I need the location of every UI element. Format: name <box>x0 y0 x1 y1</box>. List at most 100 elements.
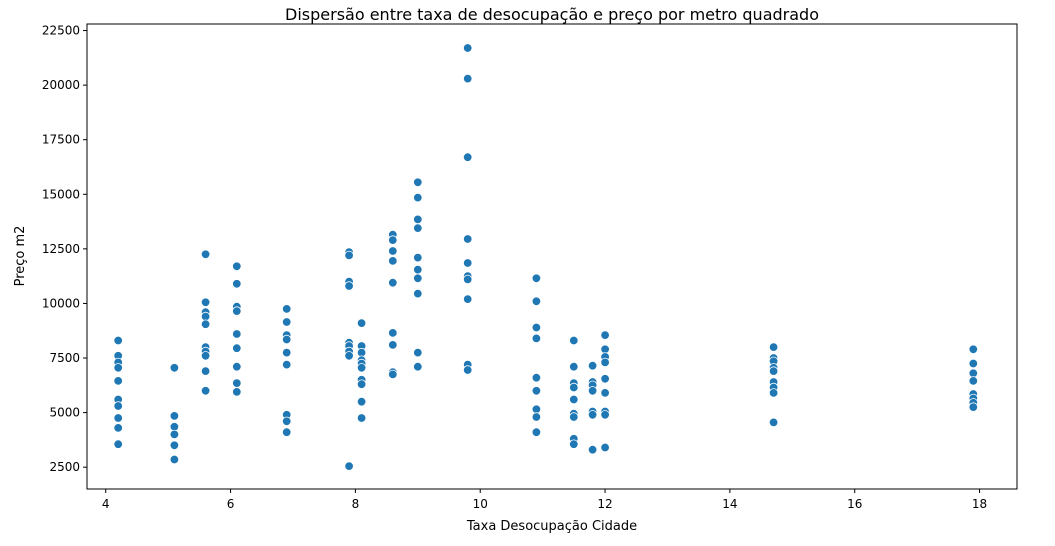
data-point-121 <box>600 374 610 384</box>
data-point-61 <box>356 397 367 407</box>
data-point-104 <box>569 382 579 393</box>
data-point-7 <box>113 413 123 423</box>
data-point-40 <box>282 359 292 370</box>
y-tick-label: 10000 <box>42 296 80 310</box>
data-point-95 <box>531 333 542 344</box>
data-point-15 <box>169 454 180 465</box>
points-layer <box>113 43 979 471</box>
data-point-30 <box>232 329 242 339</box>
data-point-110 <box>587 361 598 371</box>
data-point-51 <box>344 351 354 361</box>
data-point-74 <box>413 214 423 225</box>
data-point-99 <box>531 412 542 422</box>
data-point-94 <box>531 322 542 333</box>
data-point-43 <box>282 427 292 437</box>
data-point-27 <box>232 279 242 289</box>
data-point-60 <box>356 379 367 389</box>
data-point-89 <box>463 294 473 304</box>
data-point-75 <box>413 223 423 233</box>
data-point-35 <box>282 304 292 314</box>
data-point-33 <box>232 378 242 388</box>
y-axis-label: Preço m2 <box>13 226 28 287</box>
data-point-115 <box>587 410 598 420</box>
data-point-14 <box>169 440 180 451</box>
data-point-67 <box>388 278 398 288</box>
y-tick-label: 15000 <box>42 187 80 201</box>
data-point-91 <box>463 365 473 375</box>
data-point-136 <box>968 358 979 369</box>
data-point-122 <box>600 388 610 398</box>
data-point-138 <box>968 376 979 386</box>
data-point-58 <box>356 363 367 373</box>
data-point-68 <box>388 328 398 338</box>
x-tick-label: 18 <box>972 497 987 511</box>
data-point-126 <box>768 342 779 352</box>
data-point-120 <box>600 357 610 368</box>
data-point-16 <box>200 249 211 260</box>
data-point-117 <box>600 330 610 340</box>
data-point-4 <box>113 376 123 386</box>
x-axis: 4 6 8 10 12 14 16 18 <box>102 489 987 511</box>
data-point-25 <box>200 386 211 396</box>
data-point-85 <box>463 234 473 244</box>
data-point-130 <box>768 366 779 376</box>
data-point-105 <box>569 394 579 405</box>
data-point-96 <box>531 373 542 383</box>
data-point-82 <box>463 43 473 53</box>
data-point-32 <box>232 362 242 372</box>
data-point-53 <box>356 318 367 328</box>
y-tick-label: 12500 <box>42 242 80 256</box>
data-point-100 <box>531 427 542 437</box>
data-point-23 <box>200 351 211 361</box>
y-tick-label: 5000 <box>49 406 80 420</box>
y-tick-label: 22500 <box>42 24 80 38</box>
data-point-64 <box>388 235 398 245</box>
data-point-62 <box>356 413 367 423</box>
data-point-116 <box>587 445 598 455</box>
x-tick-label: 6 <box>227 497 235 511</box>
data-point-107 <box>569 412 579 422</box>
data-point-29 <box>232 306 242 316</box>
data-point-45 <box>344 250 354 261</box>
y-tick-label: 20000 <box>42 78 80 92</box>
data-point-142 <box>968 402 979 412</box>
data-point-124 <box>600 410 610 420</box>
plot-frame <box>86 23 1018 490</box>
x-tick-label: 12 <box>597 497 612 511</box>
data-point-133 <box>768 388 779 398</box>
data-point-81 <box>413 362 423 372</box>
data-point-71 <box>388 369 398 380</box>
data-point-10 <box>169 363 180 373</box>
x-tick-label: 10 <box>473 497 488 511</box>
data-point-109 <box>569 439 579 449</box>
data-point-34 <box>232 387 242 397</box>
data-point-20 <box>200 319 211 329</box>
x-tick-label: 4 <box>102 497 110 511</box>
data-point-0 <box>113 335 123 346</box>
data-point-86 <box>463 258 473 268</box>
data-point-42 <box>282 416 292 427</box>
data-point-65 <box>388 246 398 256</box>
data-point-72 <box>413 177 423 188</box>
data-point-134 <box>768 417 779 428</box>
data-point-93 <box>531 296 542 307</box>
data-point-8 <box>113 423 123 433</box>
data-point-39 <box>282 347 292 358</box>
data-point-80 <box>413 347 423 358</box>
data-point-17 <box>200 297 211 308</box>
data-point-38 <box>282 334 292 345</box>
data-point-11 <box>169 411 180 421</box>
data-point-47 <box>344 281 354 291</box>
data-point-92 <box>531 273 542 284</box>
x-axis-label: Taxa Desocupação Cidade <box>466 519 637 534</box>
data-point-36 <box>282 317 292 327</box>
data-point-113 <box>587 386 598 396</box>
y-axis: 2500 5000 7500 10000 12500 15000 17500 20000 225… <box>42 24 87 474</box>
data-point-101 <box>569 335 579 346</box>
data-point-84 <box>463 152 473 162</box>
data-point-125 <box>600 442 610 453</box>
y-tick-label: 17500 <box>42 133 80 147</box>
data-point-83 <box>463 73 473 84</box>
x-tick-label: 16 <box>847 497 862 511</box>
